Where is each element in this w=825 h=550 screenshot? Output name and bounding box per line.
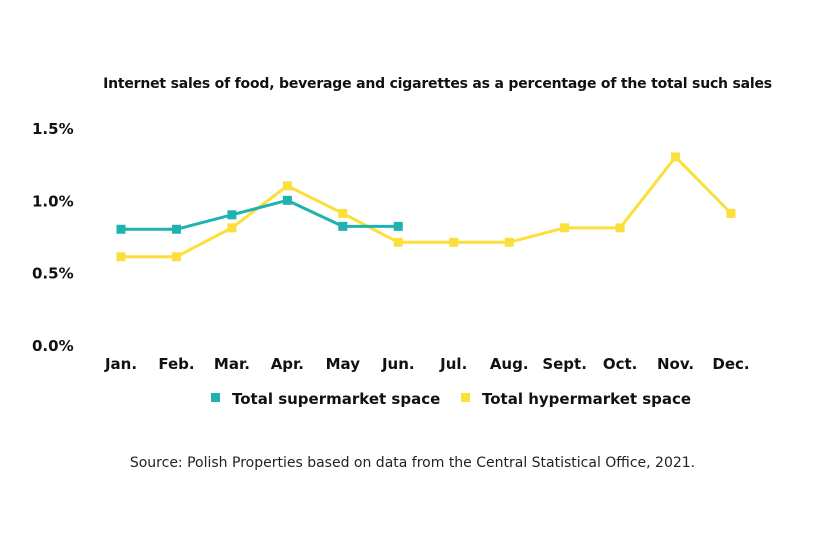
legend-label: Total hypermarket space (482, 390, 691, 408)
series-point (171, 224, 181, 234)
series-point (227, 210, 237, 220)
series-line (121, 198, 399, 231)
y-tick-label: 1.0% (32, 192, 74, 210)
series-point (116, 252, 126, 262)
legend: Total supermarket space Total hypermarket… (211, 390, 691, 408)
series-point (393, 237, 403, 247)
x-tick-label: Feb. (158, 355, 194, 373)
series-point (671, 152, 681, 162)
series-line (121, 155, 733, 259)
series-point (116, 224, 126, 234)
chart-title: Internet sales of food, beverage and cig… (103, 76, 772, 92)
x-tick-label: Dec. (712, 355, 749, 373)
series-point (338, 221, 348, 231)
legend-label: Total supermarket space (232, 390, 440, 408)
series-point (560, 223, 570, 233)
x-tick-label: Mar. (214, 355, 250, 373)
x-tick-label: Jul. (439, 355, 467, 373)
x-tick-label: Jan. (104, 355, 137, 373)
y-tick-label: 1.5% (32, 120, 74, 138)
legend-swatch (461, 393, 470, 402)
series-point (282, 181, 292, 191)
legend-swatch (211, 393, 220, 402)
x-tick-label: Oct. (603, 355, 638, 373)
series-point (393, 221, 403, 231)
x-tick-label: Sept. (542, 355, 587, 373)
x-tick-label: Apr. (271, 355, 304, 373)
x-tick-label: Aug. (490, 355, 529, 373)
x-tick-label: May (326, 355, 361, 373)
series-point (726, 208, 736, 218)
y-tick-label: 0.0% (32, 337, 74, 355)
x-tick-label: Jun. (381, 355, 415, 373)
series-point (338, 208, 348, 218)
series-lines (121, 155, 733, 259)
series-point (449, 237, 459, 247)
x-axis-ticks: Jan. Feb. Mar. Apr. May Jun. Jul. Aug. Sept. Oct.… (104, 355, 750, 373)
source-note: Source: Polish Properties based on data … (129, 455, 696, 471)
series-point (615, 223, 625, 233)
series-point (282, 195, 292, 205)
series-point (227, 223, 237, 233)
series-point (171, 252, 181, 262)
series-markers (116, 152, 736, 262)
y-axis-ticks: 0.0% 0.5% 1.0% 1.5% (32, 120, 74, 355)
x-tick-label: Nov. (657, 355, 694, 373)
y-tick-label: 0.5% (32, 265, 74, 283)
series-point (504, 237, 514, 247)
